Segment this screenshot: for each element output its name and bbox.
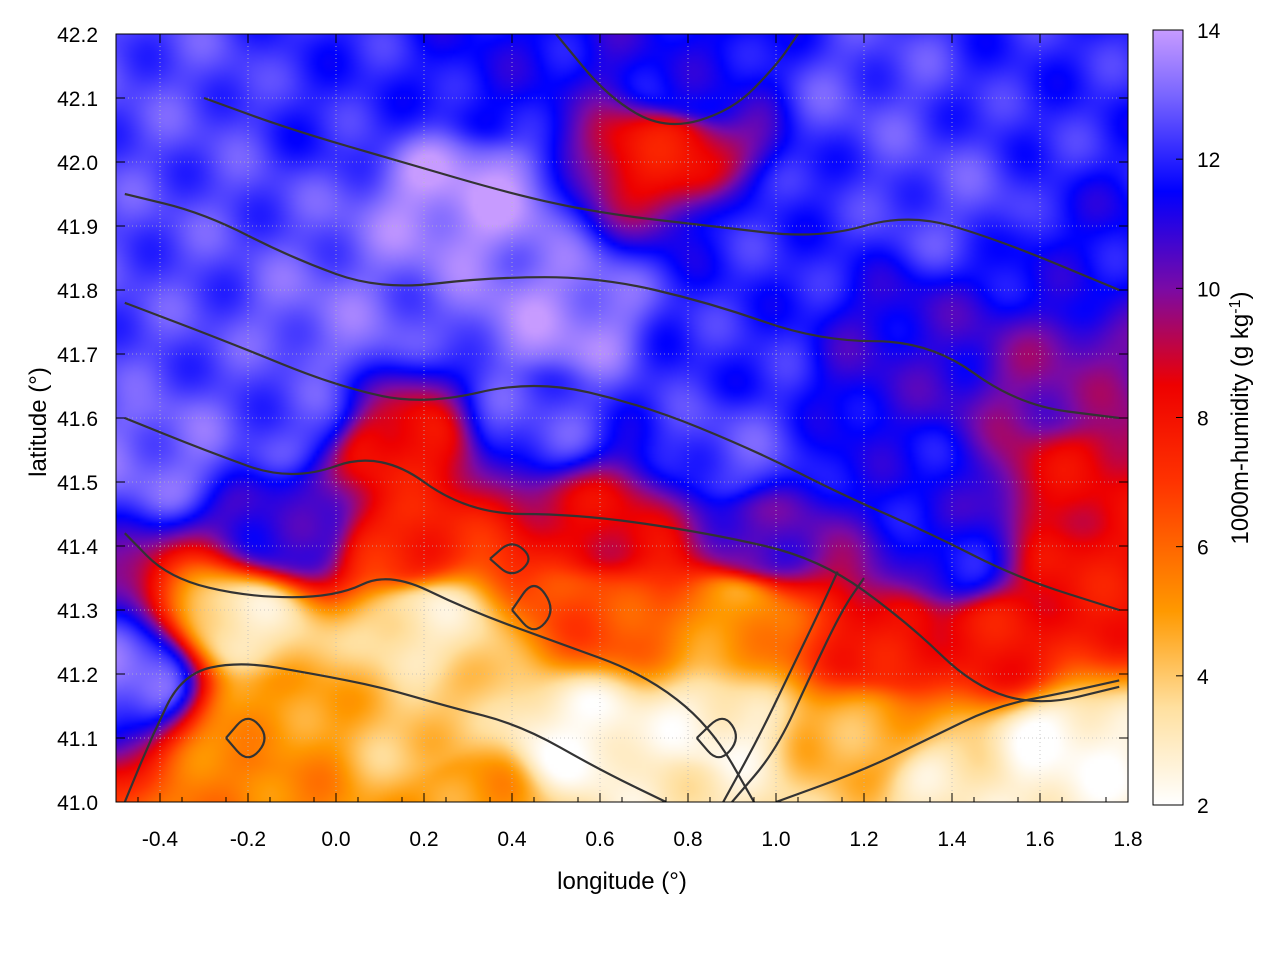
y-tick-label: 41.9 [57,216,98,239]
contour-line [511,584,552,631]
contour-line [225,717,266,759]
contour-line [722,571,839,802]
colorbar-title: 1000m-humidity (g kg-1) [1227,292,1255,545]
contour-line [695,717,737,759]
contour-line [775,679,1120,802]
contour-line [203,96,1120,292]
x-tick-label: 0.4 [497,828,527,851]
colorbar-tick-label: 4 [1197,666,1209,689]
colorbar-title-close: ) [1227,292,1254,300]
x-tick-label: 1.0 [761,828,790,851]
colorbar-tick-label: 10 [1197,278,1220,301]
y-tick-label: 41.7 [57,344,98,367]
colorbar: 2 4 6 8 10 12 14 1000m-humidity (g kg-1) [1152,20,1255,818]
x-tick-label: 0.8 [673,828,702,851]
y-tick-label: 41.4 [57,536,98,559]
contour-line [124,192,1120,420]
colorbar-tick-label: 12 [1197,149,1220,172]
x-tick-label: 0.6 [585,828,614,851]
y-tick-label: 41.8 [57,280,98,303]
plot-area [115,33,1129,803]
colorbar-title-sup: -1 [1227,299,1244,313]
x-axis: -0.4 -0.2 0.0 0.2 0.4 0.6 0.8 1.0 1.2 1.4 1.6 1.8 [137,34,1143,851]
contour-line [124,532,755,802]
y-tick-label: 42.2 [57,24,98,47]
y-tick-label: 41.1 [57,728,98,751]
x-tick-label: 0.0 [321,828,350,851]
x-tick-label: -0.4 [142,828,179,851]
x-tick-label: 1.4 [937,828,967,851]
y-axis: 41.0 41.1 41.2 41.3 41.4 41.5 41.6 41.7 41.8 41.9… [57,24,1128,815]
x-tick-label: 0.2 [409,828,438,851]
contour-lines [123,34,1120,802]
y-tick-label: 41.6 [57,408,98,431]
contour-line [124,416,1120,703]
x-axis-title: longitude (°) [557,868,687,895]
colorbar-title-main: 1000m-humidity (g kg [1227,314,1254,545]
y-axis-title: latitude (°) [25,367,52,477]
x-tick-label: 1.8 [1113,828,1142,851]
contour-line [124,301,1120,612]
y-tick-label: 42.1 [57,88,98,111]
y-tick-label: 41.3 [57,600,98,623]
colorbar-tick-label: 2 [1197,795,1209,818]
x-tick-label: -0.2 [230,828,266,851]
y-tick-label: 41.0 [57,792,98,815]
x-tick-label: 1.6 [1025,828,1054,851]
contour-line [555,34,799,126]
contour-line [489,543,530,575]
colorbar-tick-label: 6 [1197,537,1209,560]
x-tick-label: 1.2 [849,828,878,851]
colorbar-ticks: 2 4 6 8 10 12 14 [1176,20,1221,818]
colorbar-tick-label: 8 [1197,408,1209,431]
colorbar-tick-label: 14 [1197,20,1221,43]
y-tick-label: 41.2 [57,664,98,687]
y-tick-label: 41.5 [57,472,98,495]
y-tick-label: 42.0 [57,152,98,175]
contour-line [731,577,865,802]
contour-line [123,663,667,802]
